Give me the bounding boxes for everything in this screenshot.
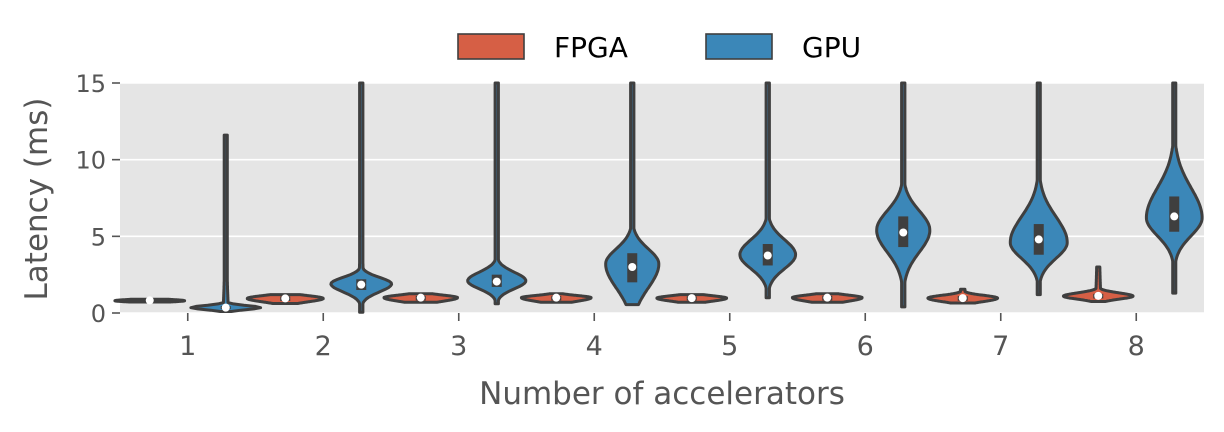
median-point — [899, 228, 908, 237]
median-point — [416, 293, 425, 302]
median-point — [552, 293, 561, 302]
plot-background — [120, 83, 1204, 313]
median-point — [958, 294, 967, 303]
median-point — [1170, 212, 1179, 221]
x-axis-label: Number of accelerators — [479, 376, 845, 412]
x-tick-label: 1 — [179, 331, 196, 362]
y-axis-label: Latency (ms) — [19, 98, 55, 301]
violins — [113, 81, 1204, 314]
median-point — [687, 294, 696, 303]
median-point — [823, 293, 832, 302]
violin-gpu — [466, 81, 528, 306]
x-tick-label: 8 — [1128, 331, 1145, 362]
legend-swatch-gpu — [705, 33, 773, 60]
x-tick-label: 3 — [450, 331, 467, 362]
y-axis: 0 5 10 15 — [75, 70, 120, 328]
median-point — [281, 294, 290, 303]
legend-label-fpga: FPGA — [554, 31, 628, 64]
violin-gpu — [738, 81, 798, 300]
x-tick-label: 4 — [586, 331, 603, 362]
violin-gpu — [329, 81, 394, 314]
violin-gpu — [1144, 81, 1204, 295]
median-point — [1034, 235, 1043, 244]
violin-gpu — [1008, 81, 1069, 297]
median-point — [1094, 291, 1103, 300]
y-tick-label: 15 — [75, 70, 106, 98]
median-point — [628, 263, 637, 271]
median-point — [492, 277, 501, 286]
x-axis: 1 2 3 4 5 6 7 8 — [179, 313, 1145, 362]
violin-gpu — [189, 133, 263, 313]
x-tick-label: 5 — [721, 331, 738, 362]
legend-swatch-fpga — [457, 33, 525, 60]
y-tick-label: 0 — [91, 300, 106, 328]
series-gpu — [189, 81, 1204, 314]
median-point — [221, 303, 230, 312]
series-fpga — [113, 265, 1135, 305]
legend: FPGA GPU — [457, 31, 861, 64]
y-tick-label: 5 — [91, 223, 106, 251]
violin-gpu — [875, 81, 932, 309]
x-tick-label: 7 — [992, 331, 1009, 362]
median-point — [763, 251, 772, 260]
violin-fpga — [1061, 265, 1135, 303]
y-tick-label: 10 — [75, 147, 106, 175]
grid-lines — [120, 82, 1204, 314]
median-point — [357, 280, 366, 289]
legend-label-gpu: GPU — [802, 31, 861, 64]
x-tick-label: 2 — [315, 331, 332, 362]
median-point — [145, 296, 154, 305]
violin-gpu — [604, 81, 661, 307]
x-tick-label: 6 — [857, 331, 874, 362]
